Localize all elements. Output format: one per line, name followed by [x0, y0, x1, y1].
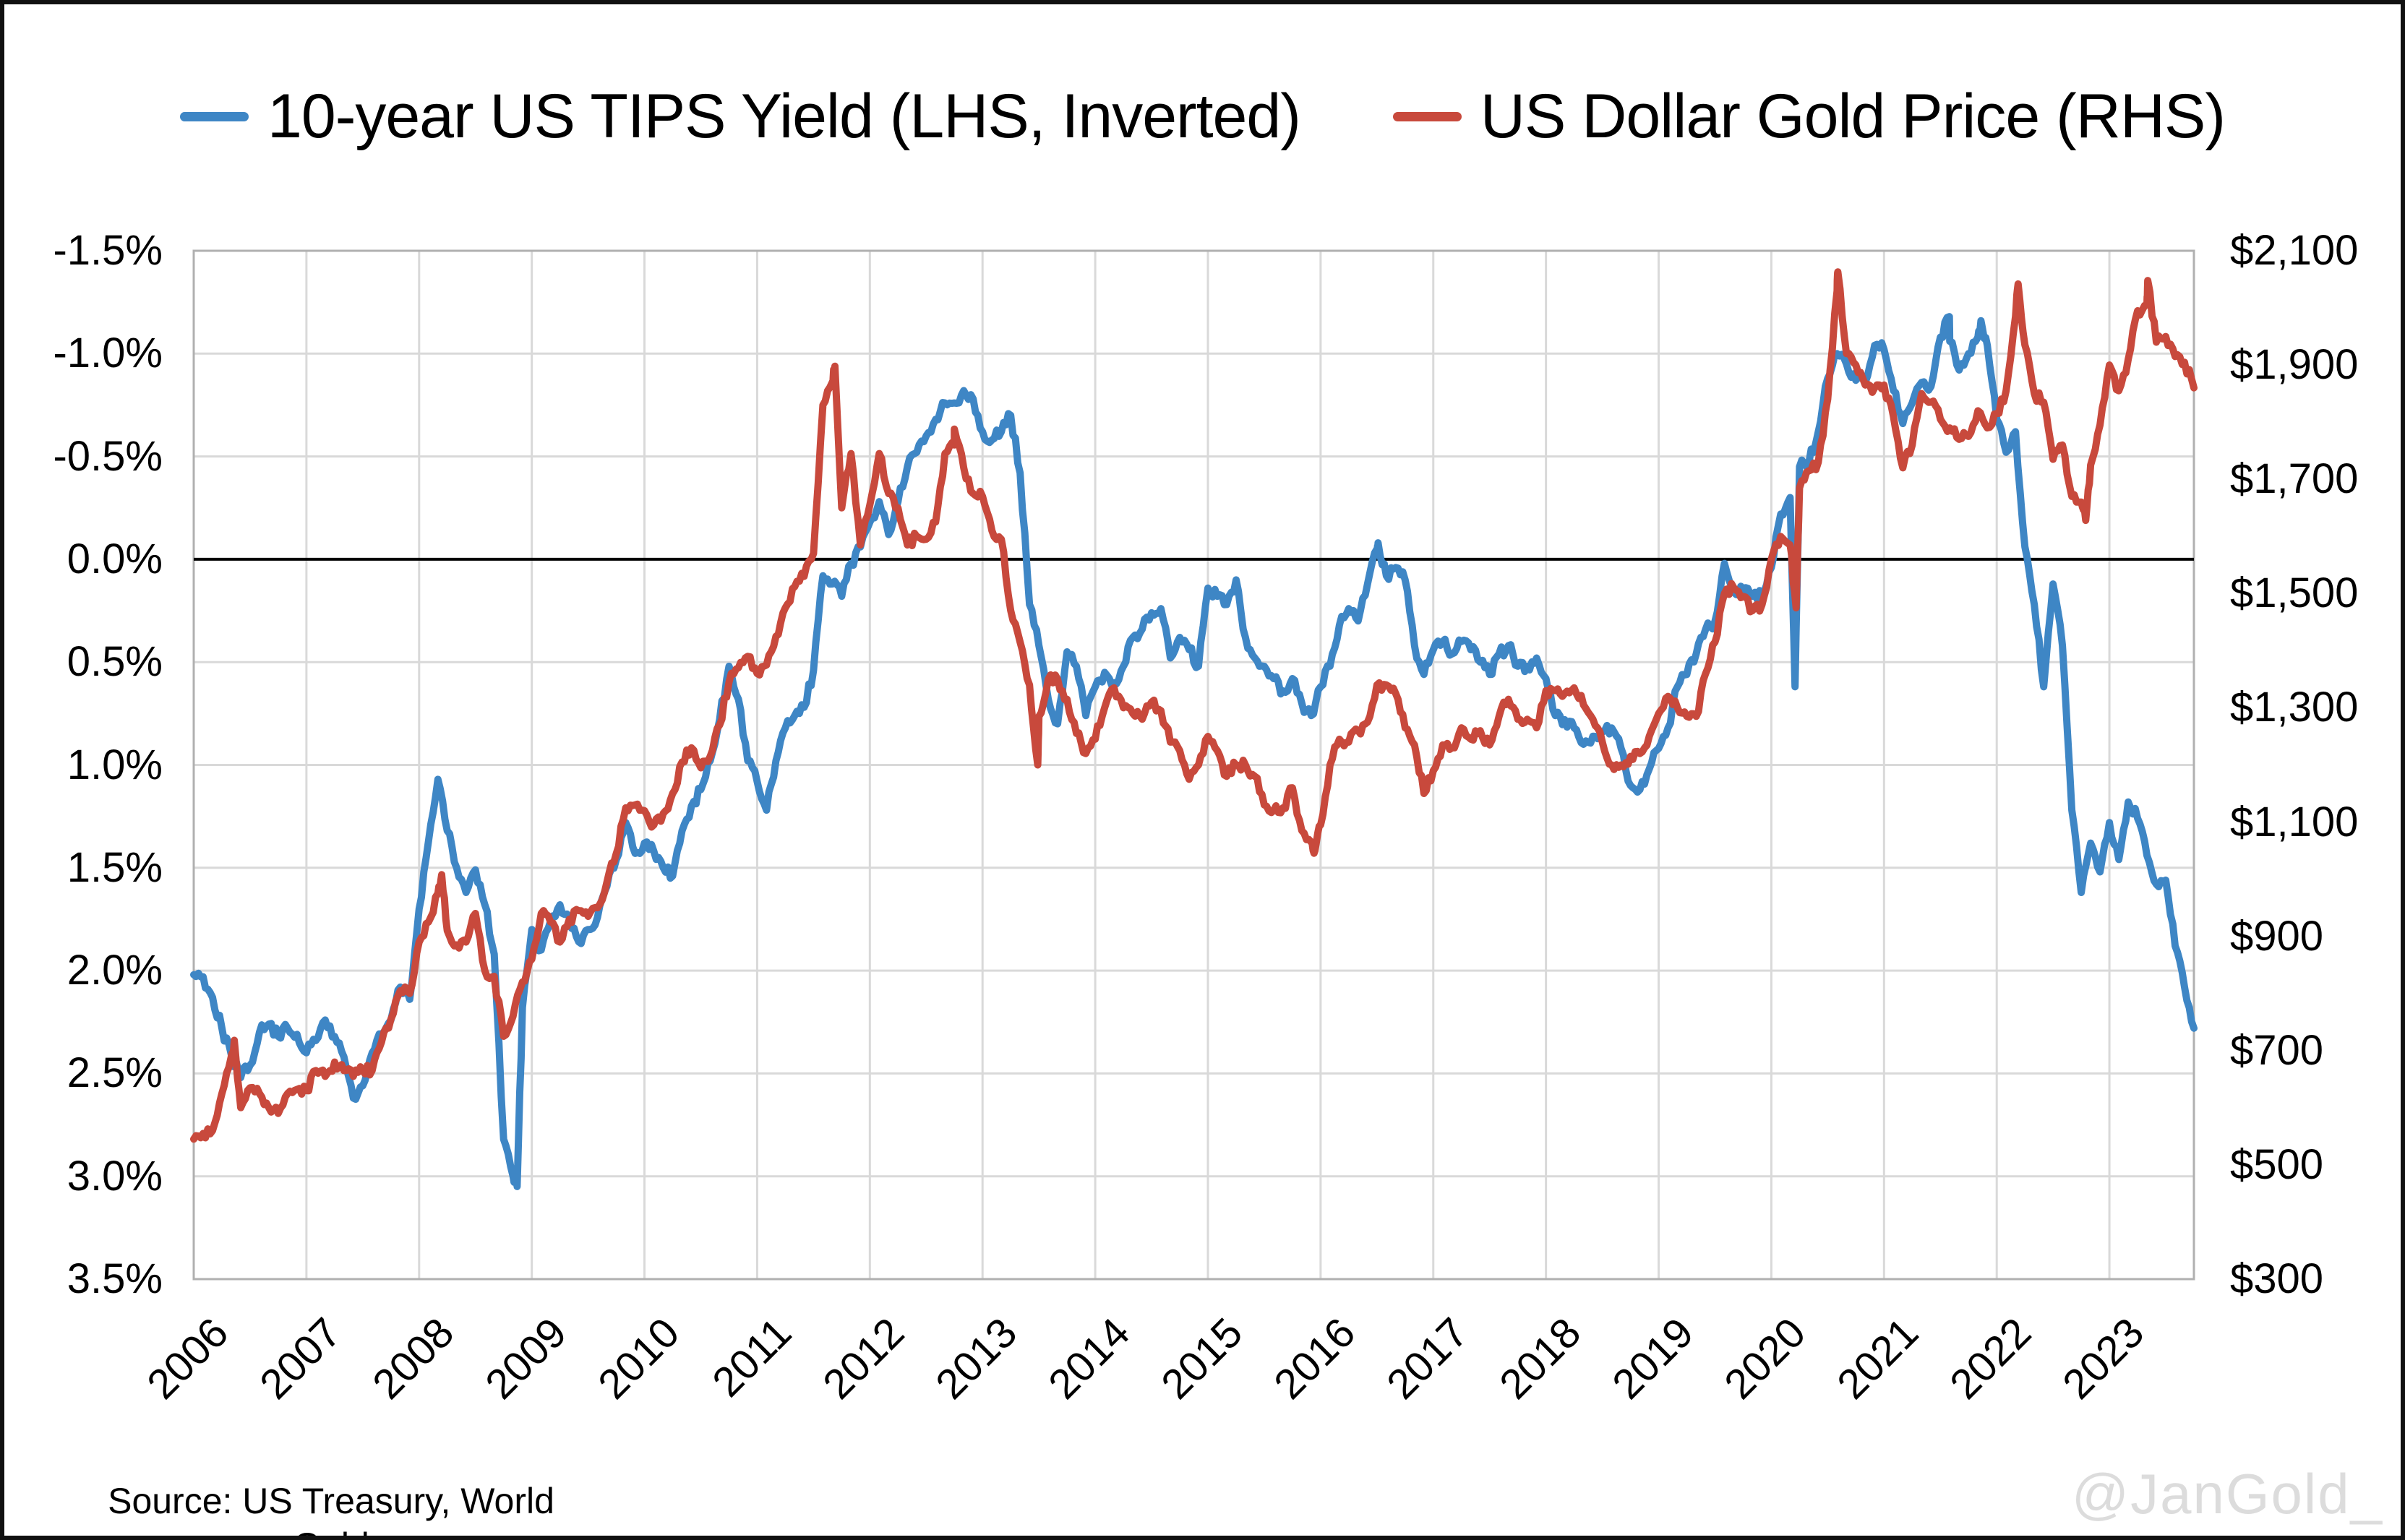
source-note: Source: US Treasury, World Gold Council — [100, 1479, 562, 1540]
gold-price-line — [190, 268, 2198, 1143]
watermark: @JanGold_ — [2071, 1462, 2383, 1526]
right-axis-tick-label: $300 — [2230, 1255, 2324, 1302]
right-axis-tick-label: $1,300 — [2230, 684, 2359, 731]
right-axis-tick-label: $1,500 — [2230, 569, 2359, 617]
left-axis-tick-label: 1.5% — [67, 843, 163, 891]
gold-legend-label: US Dollar Gold Price (RHS) — [1480, 82, 2226, 151]
right-axis-tick-label: $700 — [2230, 1026, 2324, 1074]
right-axis-tick-label: $1,100 — [2230, 798, 2359, 846]
source-note-line1: Source: US Treasury, World Gold — [108, 1481, 554, 1540]
gold-legend-dash-icon — [1392, 112, 1462, 121]
left-axis-tick-label: 2.0% — [67, 947, 163, 994]
left-axis-tick-label: 0.5% — [67, 638, 163, 686]
right-axis-tick-label: $500 — [2230, 1140, 2324, 1188]
right-axis-tick-label: $1,900 — [2230, 341, 2359, 389]
left-axis-tick-label: -0.5% — [53, 432, 163, 480]
right-axis-tick-label: $2,100 — [2230, 227, 2359, 274]
left-axis-tick-label: 3.0% — [67, 1152, 163, 1200]
chart-legend: 10-year US TIPS Yield (LHS, Inverted) US… — [0, 81, 2405, 152]
tips-yield-line — [190, 313, 2198, 1190]
left-axis-tick-label: -1.0% — [53, 330, 163, 377]
right-axis-tick-label: $900 — [2230, 912, 2324, 960]
left-axis-tick-label: 1.0% — [67, 741, 163, 788]
tips-legend-label: 10-year US TIPS Yield (LHS, Inverted) — [267, 82, 1301, 151]
plot-border — [192, 249, 2195, 1281]
right-axis-tick-label: $1,700 — [2230, 455, 2359, 503]
left-axis-tick-label: -1.5% — [53, 227, 163, 274]
left-axis-tick-label: 3.5% — [67, 1255, 163, 1302]
left-axis-tick-label: 2.5% — [67, 1049, 163, 1097]
tips-legend-dash-icon — [180, 112, 249, 121]
legend-item-gold: US Dollar Gold Price (RHS) — [1392, 81, 2226, 152]
legend-item-tips: 10-year US TIPS Yield (LHS, Inverted) — [180, 81, 1301, 152]
left-axis-tick-label: 0.0% — [67, 535, 163, 582]
